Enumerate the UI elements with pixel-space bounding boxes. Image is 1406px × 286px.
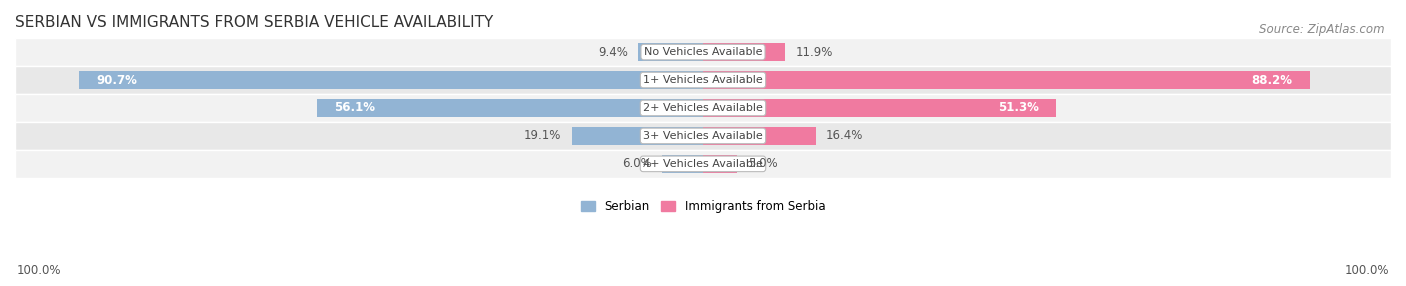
Bar: [316, 99, 703, 117]
Bar: [703, 99, 1056, 117]
Text: 4+ Vehicles Available: 4+ Vehicles Available: [643, 159, 763, 169]
Text: 3+ Vehicles Available: 3+ Vehicles Available: [643, 131, 763, 141]
Bar: [703, 72, 1310, 89]
Text: 90.7%: 90.7%: [96, 74, 136, 87]
Text: 100.0%: 100.0%: [17, 265, 62, 277]
Text: SERBIAN VS IMMIGRANTS FROM SERBIA VEHICLE AVAILABILITY: SERBIAN VS IMMIGRANTS FROM SERBIA VEHICL…: [15, 15, 494, 30]
Text: 16.4%: 16.4%: [827, 130, 863, 142]
Bar: [703, 127, 815, 145]
Bar: [572, 127, 703, 145]
FancyBboxPatch shape: [15, 66, 1391, 94]
Text: 88.2%: 88.2%: [1251, 74, 1292, 87]
Bar: [662, 155, 703, 172]
Legend: Serbian, Immigrants from Serbia: Serbian, Immigrants from Serbia: [576, 196, 830, 217]
Text: 9.4%: 9.4%: [598, 45, 628, 59]
Text: 19.1%: 19.1%: [524, 130, 561, 142]
FancyBboxPatch shape: [15, 150, 1391, 178]
Text: 2+ Vehicles Available: 2+ Vehicles Available: [643, 103, 763, 113]
Text: 6.0%: 6.0%: [621, 157, 651, 170]
Text: 11.9%: 11.9%: [796, 45, 832, 59]
Text: 1+ Vehicles Available: 1+ Vehicles Available: [643, 75, 763, 85]
FancyBboxPatch shape: [15, 94, 1391, 122]
Text: 51.3%: 51.3%: [998, 102, 1039, 114]
Text: 5.0%: 5.0%: [748, 157, 778, 170]
Bar: [703, 155, 737, 172]
Bar: [79, 72, 703, 89]
Text: 56.1%: 56.1%: [335, 102, 375, 114]
FancyBboxPatch shape: [15, 38, 1391, 66]
FancyBboxPatch shape: [15, 122, 1391, 150]
Text: No Vehicles Available: No Vehicles Available: [644, 47, 762, 57]
Text: Source: ZipAtlas.com: Source: ZipAtlas.com: [1260, 23, 1385, 36]
Bar: [638, 43, 703, 61]
Bar: [703, 43, 785, 61]
Text: 100.0%: 100.0%: [1344, 265, 1389, 277]
